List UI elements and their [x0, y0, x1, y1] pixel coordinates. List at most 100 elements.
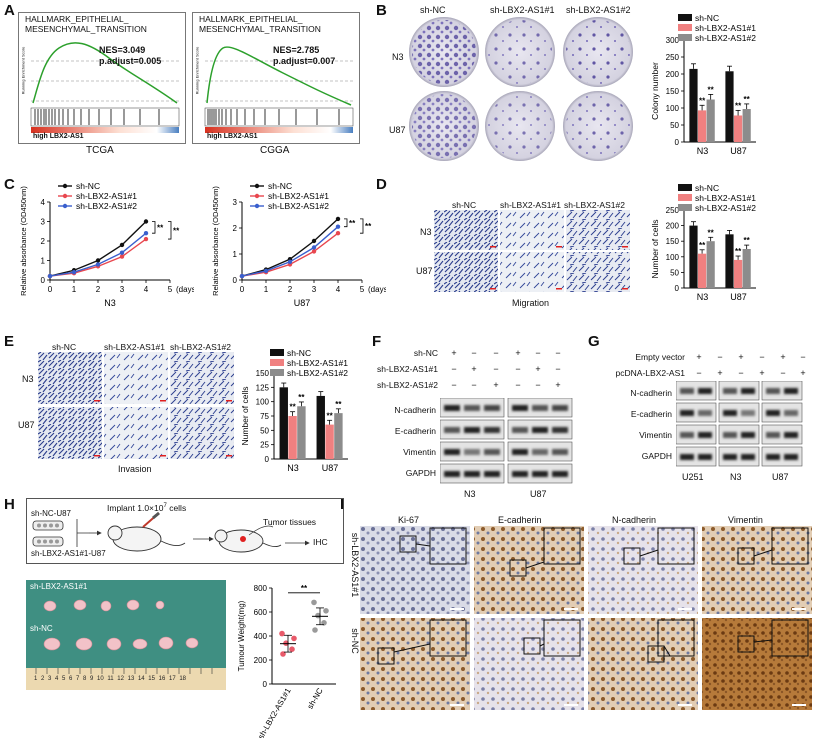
- gsea-padj: p.adjust=0.007: [273, 56, 336, 66]
- wb-protein-label: Vimentin: [403, 447, 436, 457]
- panel-label-g: G: [588, 333, 600, 350]
- wb-sign: +: [451, 348, 457, 358]
- ihc-row-label: sh-LBX2-AS1#1: [350, 532, 360, 598]
- migration-micrographs: [434, 210, 630, 292]
- legend-label: sh-NC: [287, 348, 311, 358]
- bar: [297, 406, 306, 459]
- x-tick-label: U87: [322, 463, 339, 473]
- bar: [697, 253, 707, 288]
- data-point: [95, 262, 101, 267]
- colony-col-label: sh-LBX2-AS1#2: [566, 5, 631, 15]
- legend-label: sh-LBX2-AS1#1: [268, 191, 329, 201]
- mouse-tumor-icon: [214, 529, 282, 553]
- legend-marker: [62, 193, 68, 199]
- western-blot-f: [440, 398, 573, 484]
- wb-protein-label: E-cadherin: [394, 426, 436, 436]
- ruler-numbers: 1 2 3 4 5 6 7 8 9 10 11 12 13 14 15 16 1…: [34, 676, 186, 682]
- data-point: [143, 219, 149, 224]
- gsea-title-line1: HALLMARK_EPITHELIAL_: [25, 14, 129, 24]
- legend-swatch: [270, 369, 284, 376]
- ihc-row-label: sh-NC: [350, 628, 360, 654]
- data-point: [143, 231, 149, 236]
- data-point: [335, 231, 341, 236]
- bar: [316, 395, 325, 459]
- y-tick-label: 50: [260, 426, 269, 435]
- wb-sign: −: [515, 380, 521, 390]
- significance-bracket: [360, 218, 364, 234]
- x-tick-label: 1: [264, 285, 269, 294]
- wb-cell-label: U87: [772, 472, 789, 482]
- panel-label-f: F: [372, 333, 382, 350]
- wb-sign: −: [451, 364, 457, 374]
- wb-sign: −: [493, 364, 499, 374]
- wb-sign: +: [471, 364, 477, 374]
- mouse-icon: [107, 525, 186, 552]
- cell-culture-flask-icon: [32, 520, 64, 547]
- significance-label: **: [326, 411, 333, 420]
- y-axis-label: Tumour Weight(mg): [237, 600, 246, 671]
- wb-sign: −: [717, 352, 723, 362]
- legend-swatch: [270, 359, 284, 366]
- y-tick-label: 25: [260, 441, 269, 450]
- wb-sign: −: [555, 348, 561, 358]
- wb-sign: +: [535, 364, 541, 374]
- y-tick-label: 0: [41, 276, 46, 285]
- data-point: [119, 250, 125, 255]
- data-point: [321, 620, 327, 626]
- legend-label: sh-NC: [695, 184, 719, 193]
- colony-row-label: U87: [389, 125, 406, 135]
- ihc-stain-label: Ki-67: [398, 515, 420, 525]
- tumor-label: Tumor tissues: [263, 517, 317, 527]
- bar: [279, 387, 288, 459]
- legend-label: sh-LBX2-AS1#1: [695, 193, 756, 203]
- wb-cond-label: Empty vector: [635, 352, 685, 362]
- x-tick-label: U87: [730, 292, 747, 302]
- migration-row-label: U87: [416, 266, 433, 276]
- data-point: [119, 242, 125, 248]
- bar: [742, 249, 751, 288]
- significance-label: **: [289, 403, 296, 412]
- legend-label: sh-LBX2-AS1#2: [695, 33, 756, 43]
- y-tick-label: 2: [233, 224, 238, 233]
- legend-marker: [62, 203, 68, 209]
- invasion-col-label: sh-NC: [52, 342, 77, 352]
- y-axis-label: Number of cells: [240, 386, 250, 445]
- legend-label: sh-LBX2-AS1#2: [76, 201, 137, 211]
- wb-sign: −: [535, 380, 541, 390]
- wb-sign: −: [555, 364, 561, 374]
- series-line: [241, 226, 339, 277]
- legend-swatch: [678, 34, 692, 41]
- bar: [733, 259, 743, 288]
- x-axis-unit: (days): [176, 285, 194, 294]
- legend-swatch: [270, 349, 284, 356]
- y-tick-label: 100: [666, 253, 680, 262]
- group-label-sh: sh-LBX2-AS1#1-U87: [31, 549, 106, 558]
- y-tick-label: 1: [233, 250, 238, 259]
- legend-swatch: [678, 24, 692, 31]
- gsea-yaxis: Running Enrichment Score: [20, 46, 26, 95]
- significance-bracket: [152, 221, 156, 234]
- invasion-col-label: sh-LBX2-AS1#2: [170, 342, 231, 352]
- gsea-high-label: high LBX2-AS1: [33, 133, 84, 140]
- legend-swatch: [678, 204, 692, 211]
- significance-label: **: [365, 222, 372, 231]
- data-point: [95, 258, 101, 263]
- y-tick-label: 400: [254, 632, 268, 641]
- migration-col-label: sh-LBX2-AS1#1: [500, 200, 561, 210]
- gsea-plot-cgga: HALLMARK_EPITHELIAL_ MESENCHYMAL_TRANSIT…: [192, 12, 360, 144]
- wb-protein-label: N-cadherin: [630, 388, 672, 398]
- y-tick-label: 150: [256, 369, 270, 378]
- panel-label-a: A: [4, 2, 15, 19]
- data-point: [312, 627, 318, 633]
- wb-sign: −: [451, 380, 457, 390]
- legend-label: sh-LBX2-AS1#2: [287, 368, 348, 378]
- invasion-col-label: sh-LBX2-AS1#1: [104, 342, 165, 352]
- gsea-plot-tcga: HALLMARK_EPITHELIAL_ MESENCHYMAL_TRANSIT…: [18, 12, 186, 144]
- data-point: [311, 599, 317, 606]
- significance-label: **: [349, 219, 356, 228]
- gsea-yaxis: Running Enrichment Score: [194, 46, 200, 95]
- wb-cond-label: pcDNA-LBX2-AS1: [615, 368, 685, 378]
- wb-sign: −: [515, 364, 521, 374]
- wb-sign: −: [780, 368, 786, 378]
